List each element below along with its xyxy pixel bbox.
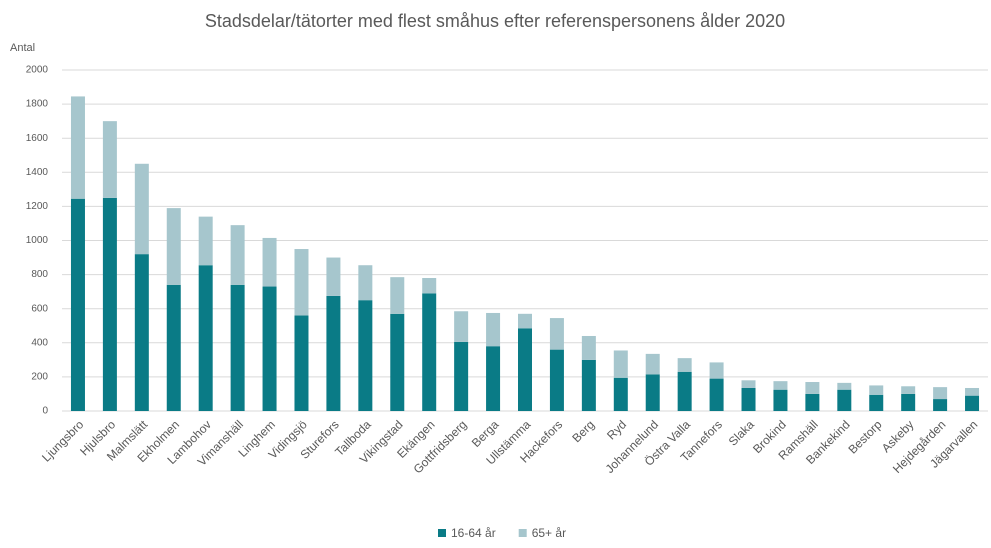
- y-tick-label: 800: [31, 269, 48, 280]
- bar-segment: [326, 295, 341, 411]
- bar-segment: [965, 395, 980, 411]
- bar-segment: [70, 96, 85, 199]
- bar-segment: [837, 389, 852, 411]
- bar-segment: [358, 300, 373, 411]
- bar-segment: [549, 349, 564, 411]
- bar-segment: [262, 286, 277, 411]
- bar-segment: [805, 393, 820, 411]
- bar-segment: [198, 265, 213, 411]
- bar-segment: [741, 380, 756, 388]
- bar-segment: [390, 313, 405, 411]
- bar-segment: [454, 311, 469, 342]
- bar-segment: [773, 389, 788, 411]
- bar-segment: [454, 341, 469, 411]
- legend-swatch: [438, 529, 446, 537]
- bar-segment: [422, 293, 437, 411]
- bar-segment: [933, 387, 948, 400]
- bar-segment: [837, 382, 852, 390]
- y-tick-label: 200: [31, 372, 48, 383]
- bar-segment: [709, 378, 724, 411]
- x-tick-label: Ryd: [604, 417, 629, 442]
- bar-segment: [677, 371, 692, 411]
- y-tick-label: 1200: [26, 201, 49, 212]
- bar-segment: [645, 374, 660, 411]
- bar-segment: [518, 313, 532, 329]
- bar-segment: [773, 381, 788, 390]
- bar-segment: [805, 382, 820, 394]
- y-tick-label: 2000: [26, 65, 49, 76]
- y-axis-label: Antal: [10, 42, 35, 54]
- bar-segment: [70, 198, 85, 411]
- bar-segment: [166, 208, 181, 285]
- y-tick-label: 1600: [26, 133, 49, 144]
- bar-segment: [326, 257, 341, 296]
- bar-segment: [933, 399, 948, 411]
- bar-segment: [869, 385, 884, 395]
- bar-segment: [390, 277, 405, 314]
- bar-segment: [198, 216, 213, 266]
- bar-segment: [294, 315, 309, 411]
- bar-segment: [965, 387, 980, 396]
- bar-segment: [102, 197, 117, 411]
- y-tick-label: 1400: [26, 167, 49, 178]
- bar-segment: [613, 350, 628, 378]
- bar-segment: [645, 353, 660, 375]
- y-tick-label: 0: [42, 406, 48, 417]
- bar-segment: [581, 335, 596, 360]
- bar-segment: [230, 225, 245, 285]
- bar-segment: [294, 249, 309, 316]
- legend-label: 65+ år: [532, 526, 566, 540]
- x-tick-label: Berg: [569, 417, 597, 445]
- x-tick-label: Ljungsbro: [39, 417, 86, 464]
- legend-label: 16-64 år: [451, 526, 496, 540]
- bar-segment: [134, 163, 149, 255]
- bar-segment: [102, 121, 117, 198]
- bar-segment: [422, 278, 437, 294]
- bar-segment: [230, 284, 245, 411]
- bar-segment: [709, 362, 724, 379]
- y-tick-label: 1000: [26, 235, 49, 246]
- bar-segment: [869, 394, 884, 411]
- y-tick-label: 400: [31, 337, 48, 348]
- y-tick-label: 600: [31, 303, 48, 314]
- bar-segment: [901, 386, 916, 394]
- x-tick-label: Bestorp: [845, 417, 884, 456]
- y-tick-label: 1800: [26, 99, 49, 110]
- bar-segment: [581, 359, 596, 411]
- bar-segment: [518, 328, 532, 411]
- bar-segment: [358, 265, 373, 301]
- bar-segment: [166, 284, 181, 411]
- bar-segment: [486, 346, 501, 411]
- bar-segment: [486, 312, 501, 347]
- bar-segment: [901, 393, 916, 411]
- bar-segment: [549, 318, 564, 350]
- legend-swatch: [518, 529, 527, 537]
- bar-segment: [134, 254, 149, 411]
- bar-segment: [677, 358, 692, 372]
- bar-segment: [741, 387, 756, 411]
- bar-segment: [613, 377, 628, 411]
- chart-title: Stadsdelar/tätorter med flest småhus eft…: [205, 11, 785, 31]
- bar-segment: [262, 237, 277, 287]
